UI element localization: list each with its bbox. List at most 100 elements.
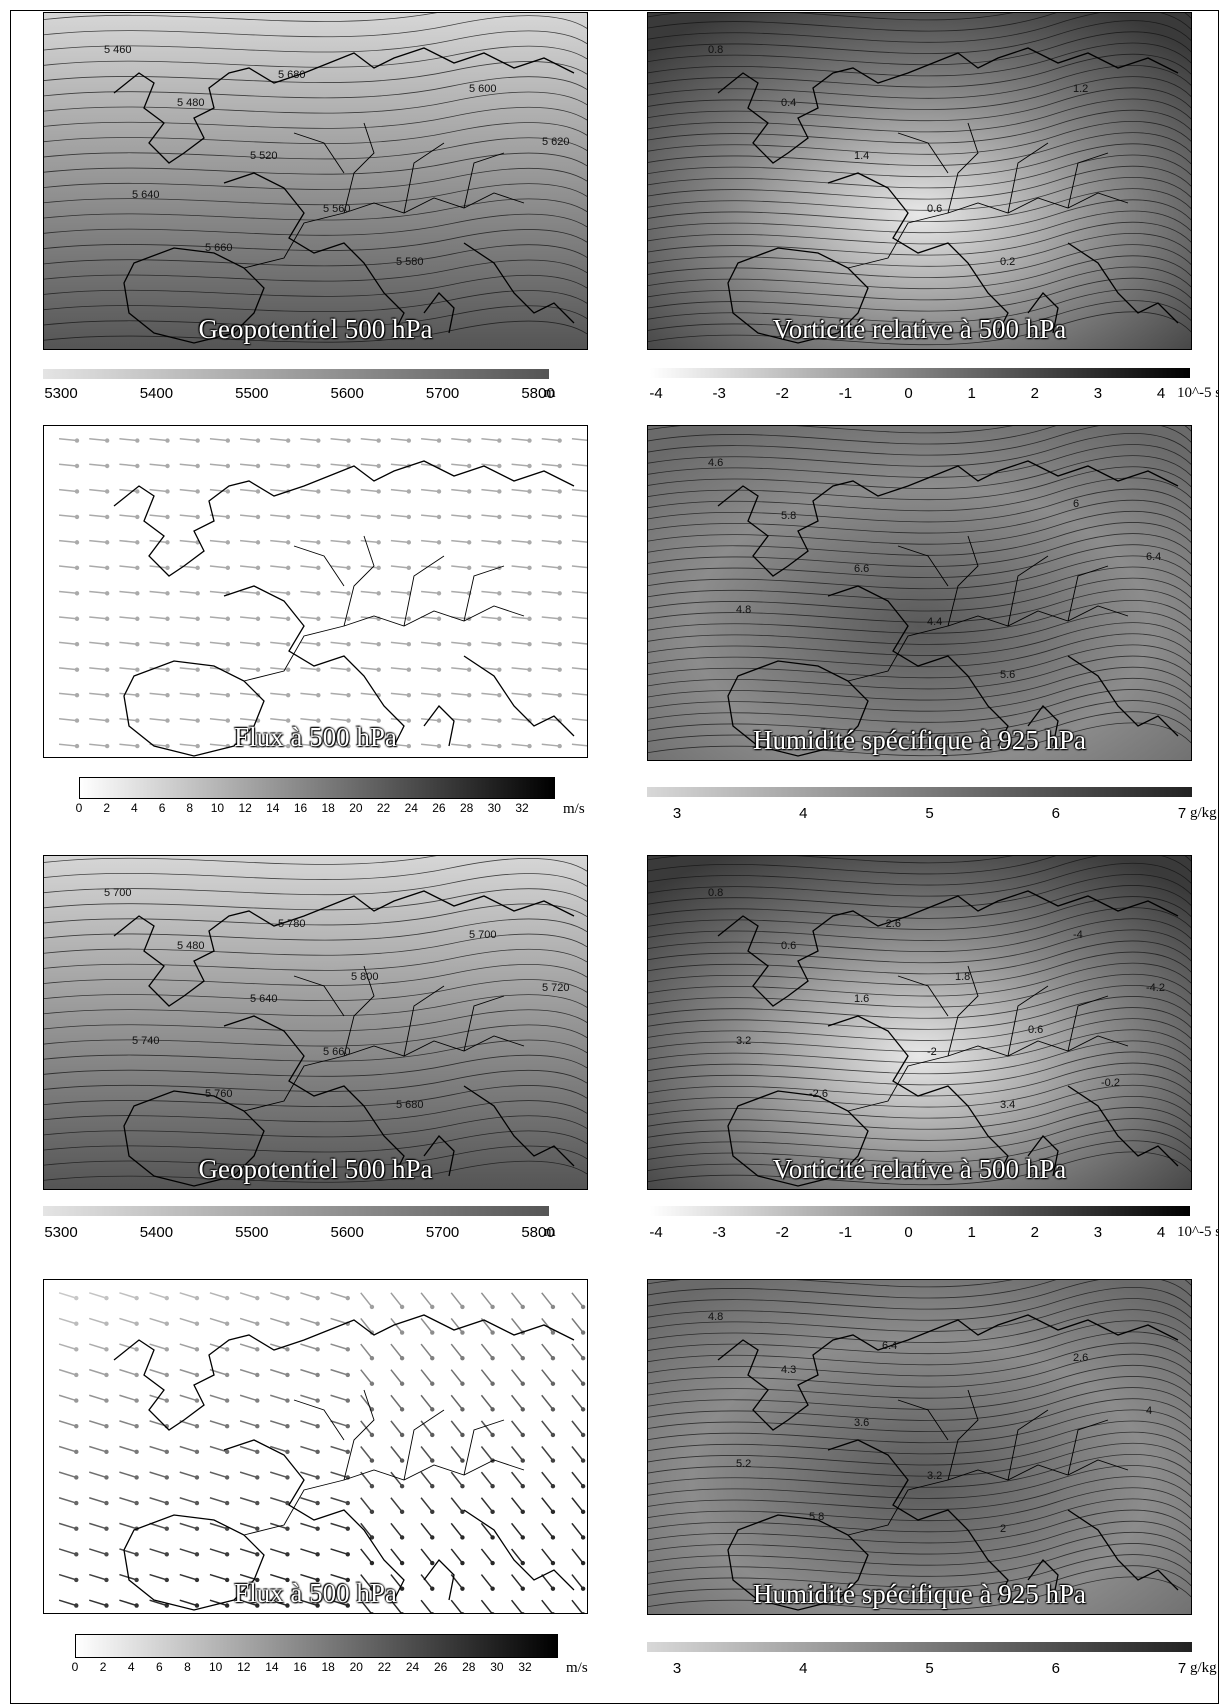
colorbar-tick-label: 6 — [1051, 805, 1060, 822]
colorbar-tick-label: 5800 — [521, 385, 555, 402]
colorbar-tick-label: 5400 — [139, 1224, 174, 1241]
colorbar-tick-label: 18 — [321, 801, 335, 815]
contour-label: 5 620 — [542, 136, 570, 148]
colorbar-tick-label: 22 — [376, 801, 391, 815]
colorbar-humidity — [647, 1642, 1192, 1652]
colorbar-tick-label: 16 — [293, 1660, 307, 1674]
contour-label: 1.4 — [854, 150, 869, 162]
colorbar-geopotential — [43, 1206, 549, 1216]
colorbar-tick-label: -4 — [649, 385, 663, 402]
colorbar-tick-label: 10 — [210, 801, 225, 815]
colorbar-tick-label: 2 — [1030, 1224, 1039, 1241]
colorbar-tick-label: 2 — [103, 801, 111, 815]
colorbar-tick-label: -2 — [775, 385, 789, 402]
contour-label: 5.6 — [1000, 669, 1015, 681]
colorbar-tick-label: 30 — [490, 1660, 504, 1674]
colorbar-tick-label: 10 — [208, 1660, 223, 1674]
colorbar-unit: g/kg — [1190, 1660, 1217, 1676]
map-humidity-925-bottom: 4.8 4.3 3.6 3.2 2 2.6 4 5.2 5.8 6.4 Humidité spéci… — [647, 1279, 1192, 1615]
colorbar-tick-label: 3 — [1093, 1224, 1103, 1241]
colorbar-tick-label: 5700 — [425, 1224, 460, 1241]
contour-label: 0.6 — [927, 203, 942, 215]
contour-label: -2.6 — [809, 1088, 828, 1100]
colorbar-tick-label: 32 — [515, 801, 529, 815]
contour-label: 5 660 — [205, 242, 233, 254]
contour-label: 5 800 — [351, 971, 379, 983]
colorbar-tick-label: 22 — [377, 1660, 392, 1674]
colorbar-flux — [79, 777, 555, 799]
contour-label: 5 740 — [132, 1035, 160, 1047]
colorbar-tick-label: 3 — [1093, 385, 1103, 402]
colorbar-vorticity — [650, 1206, 1190, 1216]
contour-label: 5 700 — [469, 929, 497, 941]
colorbar-tick-label: 5600 — [330, 1224, 364, 1241]
contour-label: 5 640 — [250, 993, 278, 1005]
contour-label: 6 — [1073, 498, 1079, 510]
colorbar-tick-label: 14 — [265, 1660, 279, 1674]
contour-label: 0.6 — [1028, 1024, 1043, 1036]
colorbar-tick-label: -4 — [649, 1224, 663, 1241]
colorbar-unit: m — [544, 385, 556, 401]
contour-label: 0.8 — [708, 44, 723, 56]
colorbar-tick-label: 6 — [1051, 1660, 1060, 1677]
colorbar-tick-label: 2 — [1030, 385, 1039, 402]
contour-label: 5 680 — [396, 1099, 424, 1111]
map-geopotential-500-top: 5 460 5 480 5 520 5 560 5 580 5 600 5 620 5 640… — [43, 12, 588, 350]
colorbar-tick-label: 4 — [127, 1660, 135, 1674]
map-geopotential-500-bottom: 5 700 5 480 5 640 5 660 5 680 5 700 5 720 5 740… — [43, 855, 588, 1190]
map-title: Geopotentiel 500 hPa — [198, 1154, 433, 1184]
colorbar-tick-label: 4 — [799, 805, 808, 822]
map-vorticity-500-top: 0.8 0.4 1.4 0.6 0.2 1.2 Vorticité relative à 5… — [647, 12, 1192, 350]
contour-label: 5 680 — [278, 69, 306, 81]
colorbar-tick-label: 8 — [184, 1660, 191, 1674]
map-graphic: 4.6 5.8 6.6 4.4 5.6 6 6.4 4.8 — [648, 426, 1191, 760]
colorbar-tick-label: 16 — [293, 801, 308, 815]
colorbar-tick-label: 12 — [238, 801, 252, 815]
map-graphic — [44, 426, 587, 757]
contour-label: 2 — [1000, 1523, 1006, 1535]
colorbar-tick-label: -2 — [775, 1224, 789, 1241]
contour-label: 0.4 — [781, 97, 796, 109]
contour-label: 4.4 — [927, 616, 942, 628]
colorbar-tick-label: 14 — [266, 801, 280, 815]
contour-label: 4 — [1146, 1405, 1152, 1417]
map-graphic: 0.8 0.6 1.6 -2 3.4 -4 -4.2 3.2 -2.6 -2.6 1.8 0.6 -0.… — [648, 856, 1191, 1189]
contour-label: -2 — [927, 1046, 937, 1058]
contour-label: 5 520 — [250, 150, 278, 162]
contour-label: 5 480 — [177, 940, 205, 952]
contour-label: 5 640 — [132, 189, 160, 201]
colorbar-tick-label: 5800 — [521, 1224, 555, 1241]
contour-label: 0.6 — [781, 940, 796, 952]
colorbar-tick-label: 6 — [156, 1660, 163, 1674]
map-humidity-925-top: 4.6 5.8 6.6 4.4 5.6 6 6.4 4.8 Humidité spécifiqu… — [647, 425, 1192, 761]
contour-label: -0.2 — [1101, 1077, 1120, 1089]
colorbar-tick-label: 4 — [1156, 385, 1166, 402]
colorbar-tick-label: 5300 — [44, 385, 78, 402]
map-graphic: 5 460 5 480 5 520 5 560 5 580 5 600 5 620 5 640… — [44, 13, 587, 349]
map-title: Flux à 500 hPa — [234, 722, 397, 752]
contour-label: 5 700 — [104, 887, 132, 899]
colorbar-tick-label: 7 — [1177, 805, 1187, 822]
colorbar-tick-label: 5500 — [235, 385, 269, 402]
contour-label: 5 460 — [104, 44, 132, 56]
colorbar-tick-label: -1 — [838, 385, 853, 402]
contour-label: 5 560 — [323, 203, 351, 215]
colorbar-tick-label: 24 — [404, 801, 418, 815]
colorbar-tick-label: 30 — [487, 801, 501, 815]
map-title: Flux à 500 hPa — [234, 1578, 397, 1608]
colorbar-tick-label: 5400 — [139, 385, 174, 402]
colorbar-tick-label: 5 — [925, 1660, 934, 1677]
colorbar-vorticity — [650, 368, 1190, 378]
contour-label: 5 600 — [469, 83, 497, 95]
contour-label: 3.2 — [927, 1470, 942, 1482]
colorbar-tick-label: 4 — [131, 801, 138, 815]
colorbar-tick-label: 7 — [1177, 1660, 1187, 1677]
colorbar-unit: 10^-5 s — [1177, 1224, 1219, 1240]
contour-label: 1.8 — [955, 971, 970, 983]
contour-label: 4.8 — [708, 1311, 723, 1323]
map-title: Geopotentiel 500 hPa — [198, 314, 433, 344]
colorbar-unit: m/s — [563, 801, 585, 817]
contour-label: 5.8 — [781, 510, 796, 522]
colorbar-tick-label: 20 — [349, 801, 363, 815]
map-flux-500-top: Flux à 500 hPa — [43, 425, 588, 758]
